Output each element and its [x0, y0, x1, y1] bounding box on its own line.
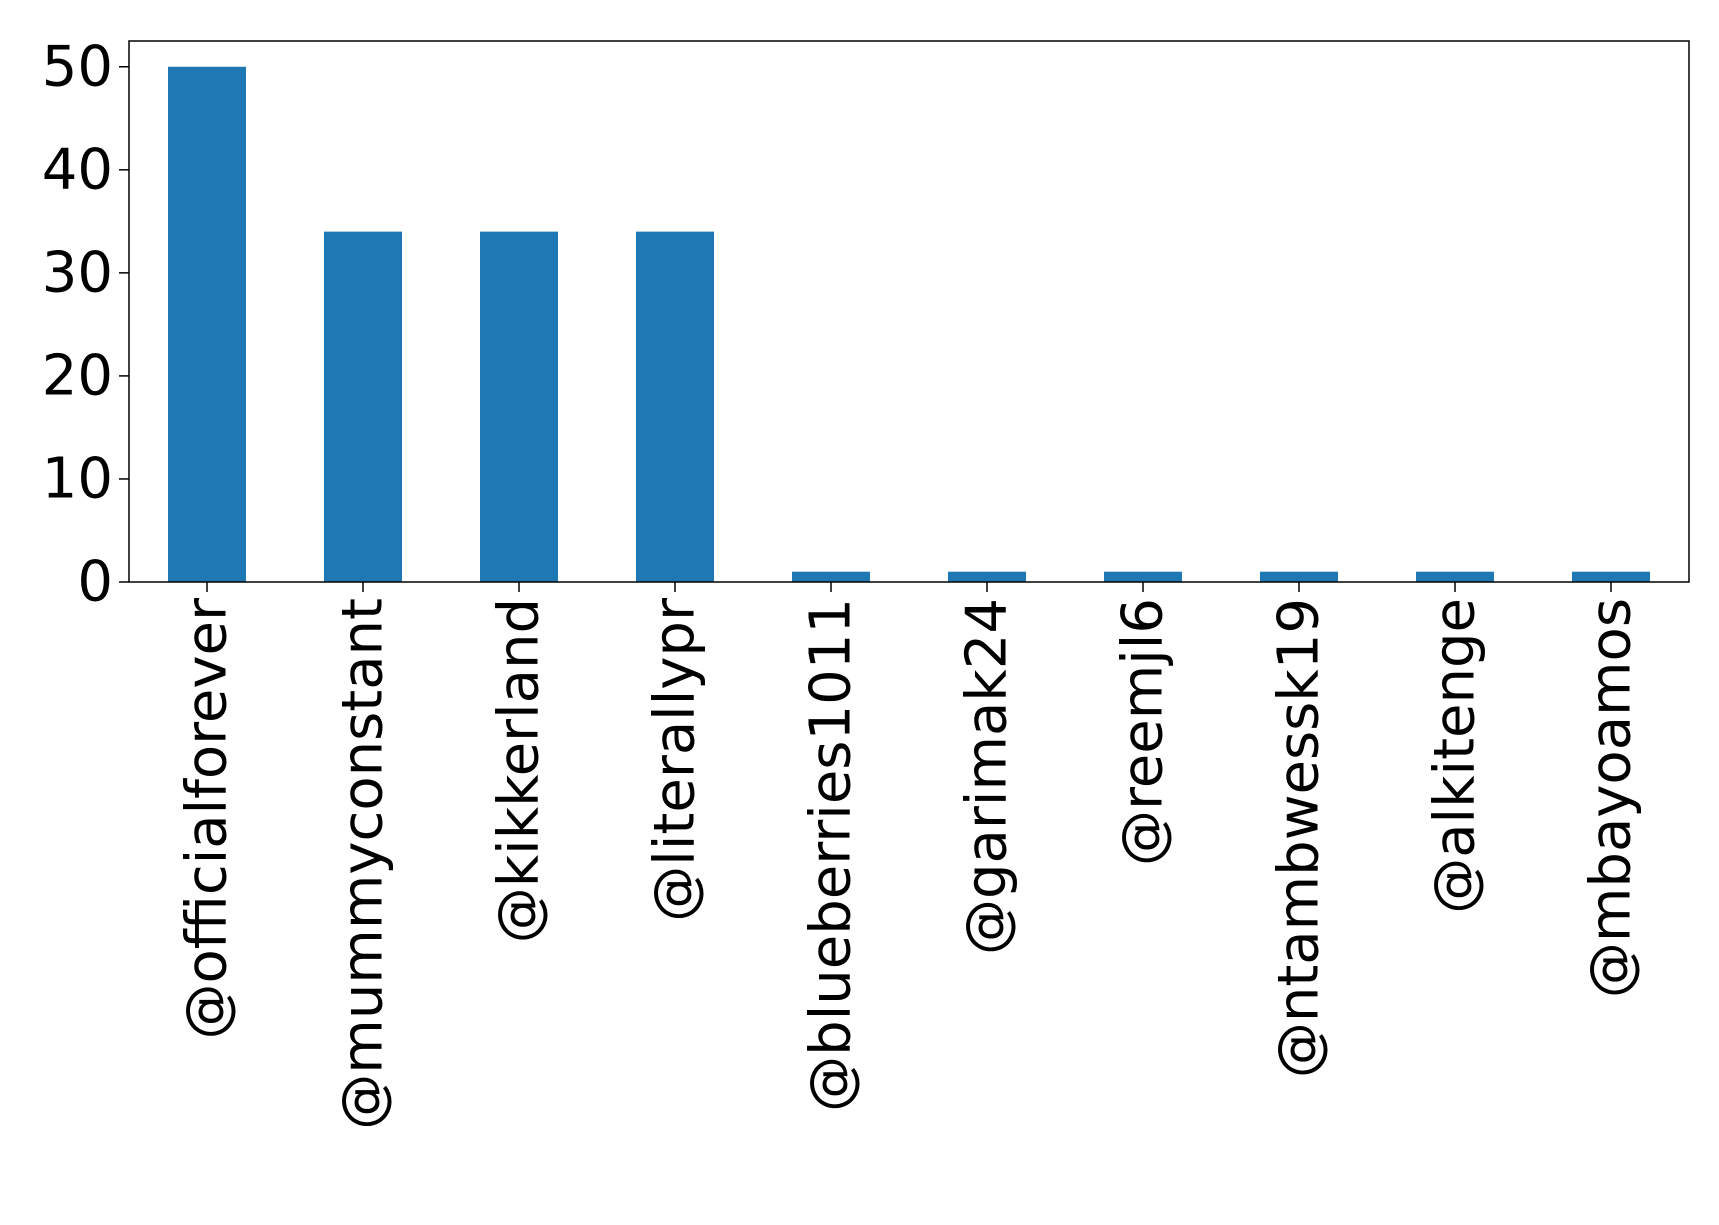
plot-frame — [128, 40, 1690, 583]
x-tick-label: @kikkerland — [487, 598, 552, 943]
bar-mummyconstant — [324, 231, 402, 582]
bar-kikkerland — [480, 231, 558, 582]
y-tick-label: 10 — [42, 446, 113, 511]
x-tick-label: @ntambwessk19 — [1267, 598, 1332, 1078]
x-tick-label: @mummyconstant — [331, 598, 396, 1130]
bar-alkitenge — [1416, 571, 1494, 582]
y-axis: 0 10 20 30 40 50 — [42, 34, 129, 615]
bar-literallypr — [636, 231, 714, 582]
y-tick-label: 40 — [42, 137, 113, 202]
y-tick-label: 30 — [42, 240, 113, 305]
bar-blueberries1011 — [792, 571, 870, 582]
x-tick-label: @literallypr — [643, 597, 708, 922]
y-tick-label: 0 — [77, 550, 113, 615]
y-tick-label: 20 — [42, 343, 113, 408]
bar-mbayoamos — [1572, 571, 1650, 582]
x-tick-label: @officialforever — [175, 597, 240, 1039]
bar-officialforever — [168, 66, 246, 582]
bar-ntambwessk19 — [1260, 571, 1338, 582]
y-tick-label: 50 — [42, 34, 113, 99]
x-tick-label: @alkitenge — [1423, 598, 1488, 914]
x-tick-label: @garimak24 — [955, 598, 1020, 955]
bar-reemjl6 — [1104, 571, 1182, 582]
bars-group — [168, 66, 1650, 582]
x-tick-label: @blueberries1011 — [799, 598, 864, 1112]
x-axis: @officialforever @mummyconstant @kikkerlan… — [175, 582, 1644, 1130]
bar-garimak24 — [948, 571, 1026, 582]
x-tick-label: @mbayoamos — [1579, 598, 1644, 998]
x-tick-label: @reemjl6 — [1111, 598, 1176, 866]
